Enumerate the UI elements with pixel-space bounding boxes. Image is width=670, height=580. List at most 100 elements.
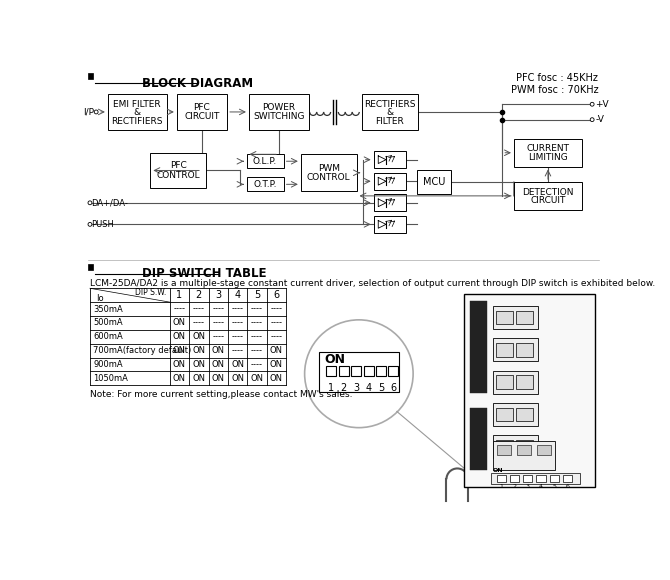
Text: PUSH: PUSH <box>92 220 115 229</box>
Text: 3: 3 <box>526 484 530 490</box>
Text: 6: 6 <box>565 484 570 490</box>
Bar <box>318 352 399 392</box>
Bar <box>88 74 93 79</box>
Text: O.L.P.: O.L.P. <box>253 157 277 166</box>
Text: ----: ---- <box>193 304 205 314</box>
Text: ON: ON <box>251 374 263 383</box>
Text: ON: ON <box>270 374 283 383</box>
Bar <box>364 366 374 376</box>
Text: ----: ---- <box>270 304 282 314</box>
Bar <box>374 173 406 190</box>
Bar <box>517 445 531 455</box>
Bar <box>249 94 310 130</box>
Bar <box>516 408 533 422</box>
Bar <box>514 182 582 210</box>
Text: ----: ---- <box>232 304 244 314</box>
Text: 4: 4 <box>539 484 543 490</box>
Text: ----: ---- <box>251 332 263 341</box>
Text: ON: ON <box>270 360 283 369</box>
Circle shape <box>590 118 594 122</box>
Bar <box>516 375 533 389</box>
Text: DA+/DA-: DA+/DA- <box>92 198 129 207</box>
Text: EMI FILTER: EMI FILTER <box>113 100 161 109</box>
Text: ON: ON <box>325 353 346 367</box>
Bar <box>493 306 538 329</box>
Text: 3: 3 <box>215 290 221 300</box>
Bar <box>326 366 336 376</box>
Bar <box>496 440 513 454</box>
Bar <box>516 440 533 454</box>
Text: ON: ON <box>192 332 205 341</box>
Text: PFC fosc : 45KHz
PWM fosc : 70KHz: PFC fosc : 45KHz PWM fosc : 70KHz <box>511 74 598 95</box>
Text: ----: ---- <box>270 318 282 328</box>
Text: 700mA(factory default): 700mA(factory default) <box>93 346 192 355</box>
Text: ----: ---- <box>232 332 244 341</box>
Text: ON: ON <box>192 374 205 383</box>
Text: I/P: I/P <box>84 107 94 117</box>
Text: 1050mA: 1050mA <box>93 374 128 383</box>
Bar <box>351 366 361 376</box>
Text: FILTER: FILTER <box>375 117 404 126</box>
Bar <box>362 94 418 130</box>
Text: RECTIFIERS: RECTIFIERS <box>364 100 415 109</box>
Text: 500mA: 500mA <box>93 318 123 328</box>
Bar <box>549 474 559 483</box>
Bar <box>108 94 167 130</box>
Bar <box>493 441 555 470</box>
Text: DIP S.W.: DIP S.W. <box>135 288 166 296</box>
Text: 5: 5 <box>378 383 384 393</box>
Circle shape <box>542 314 549 321</box>
Text: O.T.P.: O.T.P. <box>253 180 277 189</box>
Text: ON: ON <box>231 360 244 369</box>
Text: ON: ON <box>231 374 244 383</box>
Text: ----: ---- <box>251 318 263 328</box>
Bar <box>88 264 93 270</box>
Circle shape <box>94 110 98 114</box>
Text: ON: ON <box>212 360 224 369</box>
Text: 1: 1 <box>176 290 182 300</box>
Text: 6: 6 <box>273 290 279 300</box>
Text: BLOCK DIAGRAM: BLOCK DIAGRAM <box>142 77 253 89</box>
Circle shape <box>542 411 549 418</box>
Text: 6: 6 <box>391 383 397 393</box>
Text: ----: ---- <box>270 332 282 341</box>
Text: ----: ---- <box>232 318 244 328</box>
Bar <box>523 474 533 483</box>
Text: MCU: MCU <box>423 177 446 187</box>
Text: 5: 5 <box>552 484 556 490</box>
Text: ----: ---- <box>251 360 263 369</box>
Bar <box>537 445 551 455</box>
Text: ON: ON <box>173 360 186 369</box>
Text: ----: ---- <box>232 346 244 355</box>
Text: 600mA: 600mA <box>93 332 123 341</box>
Text: Note: For more current setting,please contact MW's sales.: Note: For more current setting,please co… <box>90 390 352 399</box>
Circle shape <box>469 393 488 411</box>
Text: ON: ON <box>192 360 205 369</box>
Text: ON: ON <box>212 346 224 355</box>
Circle shape <box>88 201 92 205</box>
Bar <box>376 366 386 376</box>
Text: CONTROL: CONTROL <box>157 171 200 180</box>
Bar <box>516 343 533 357</box>
Bar <box>496 343 513 357</box>
Text: PWM: PWM <box>318 165 340 173</box>
Text: ON: ON <box>173 346 186 355</box>
Bar <box>496 408 513 422</box>
Text: PFC: PFC <box>170 161 187 171</box>
Text: &: & <box>133 108 141 117</box>
Text: +V: +V <box>595 100 609 109</box>
Circle shape <box>542 346 549 354</box>
Circle shape <box>542 443 549 451</box>
Text: 2: 2 <box>513 484 517 490</box>
Circle shape <box>88 223 92 226</box>
Bar <box>389 366 399 376</box>
Bar <box>496 375 513 389</box>
Text: ----: ---- <box>212 332 224 341</box>
Text: 2: 2 <box>196 290 202 300</box>
Text: 1: 1 <box>328 383 334 393</box>
Text: ----: ---- <box>251 304 263 314</box>
Text: CIRCUIT: CIRCUIT <box>184 112 220 121</box>
Text: 4: 4 <box>366 383 372 393</box>
Text: POWER: POWER <box>263 103 295 112</box>
Text: DETECTION: DETECTION <box>522 187 574 197</box>
